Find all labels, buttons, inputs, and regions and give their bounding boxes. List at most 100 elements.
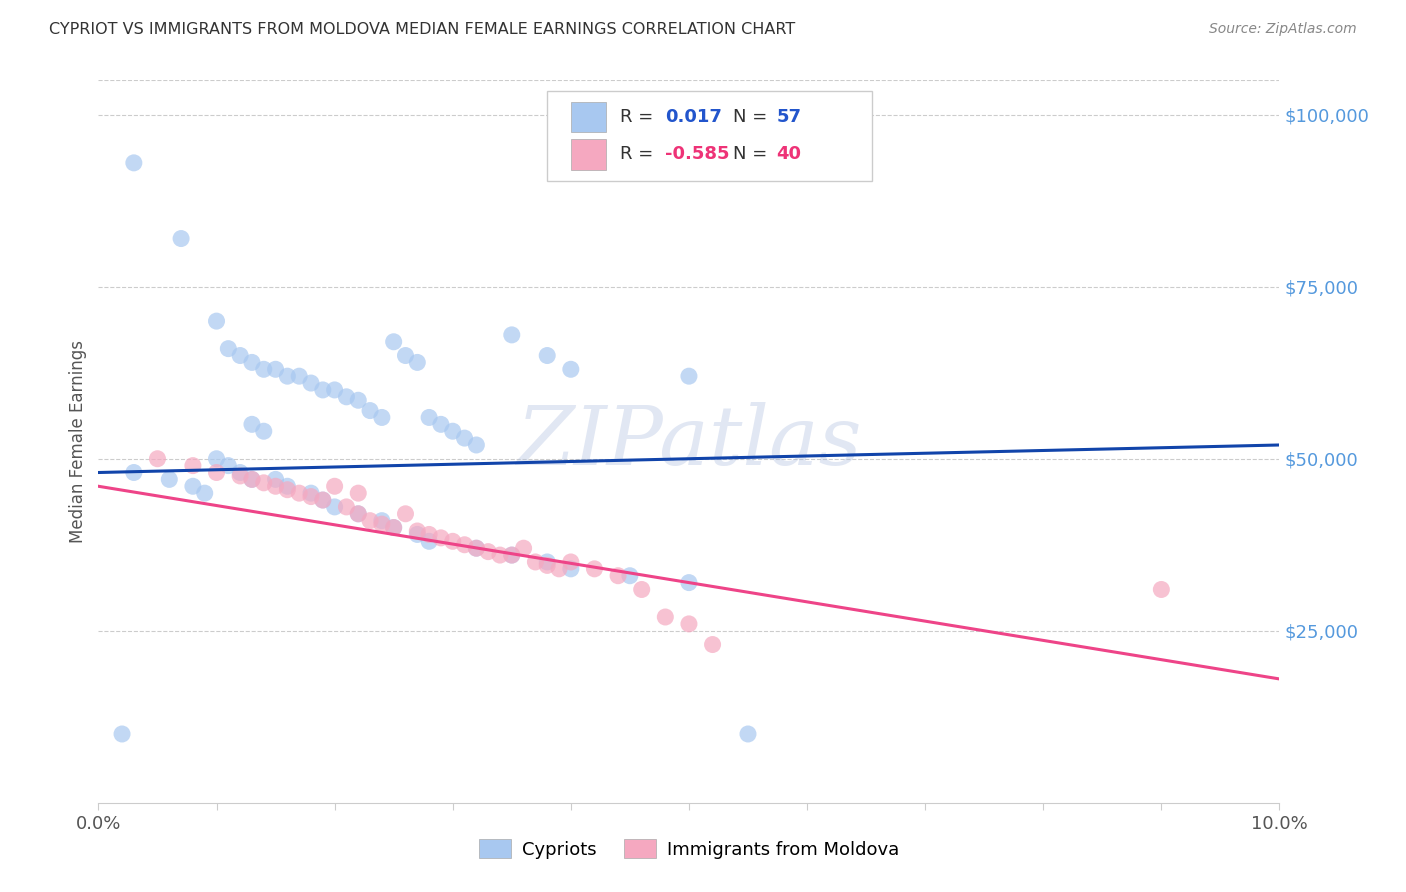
Point [371, 517, 394, 532]
Point [654, 610, 676, 624]
Point [335, 390, 357, 404]
Point [181, 458, 204, 473]
Point [536, 349, 558, 363]
Point [489, 548, 512, 562]
Point [229, 469, 252, 483]
Point [312, 493, 335, 508]
FancyBboxPatch shape [547, 91, 872, 181]
Point [240, 417, 263, 432]
Point [630, 582, 652, 597]
Text: 0.017: 0.017 [665, 108, 723, 126]
Point [264, 479, 287, 493]
Point [536, 555, 558, 569]
Text: 40: 40 [776, 145, 801, 163]
Text: Source: ZipAtlas.com: Source: ZipAtlas.com [1209, 22, 1357, 37]
Point [122, 466, 145, 480]
Point [253, 362, 276, 376]
Point [548, 562, 571, 576]
Point [229, 349, 252, 363]
Text: -0.585: -0.585 [665, 145, 730, 163]
Point [253, 424, 276, 438]
Point [359, 403, 381, 417]
Point [583, 562, 606, 576]
Point [394, 507, 416, 521]
Point [512, 541, 534, 556]
Point [430, 417, 453, 432]
Point [205, 451, 228, 466]
Point [1150, 582, 1173, 597]
Point [288, 486, 311, 500]
Point [323, 479, 346, 493]
Point [276, 479, 298, 493]
Point [240, 355, 263, 369]
Point [194, 486, 217, 500]
Point [170, 231, 193, 245]
Point [205, 314, 228, 328]
Point [205, 466, 228, 480]
FancyBboxPatch shape [571, 102, 606, 132]
Point [240, 472, 263, 486]
Point [146, 451, 169, 466]
Point [418, 534, 440, 549]
Point [288, 369, 311, 384]
Point [264, 472, 287, 486]
Text: 57: 57 [776, 108, 801, 126]
Point [229, 466, 252, 480]
Point [347, 393, 370, 408]
Point [264, 362, 287, 376]
Point [371, 410, 394, 425]
Point [371, 514, 394, 528]
Text: R =: R = [620, 108, 659, 126]
Point [217, 342, 239, 356]
Point [335, 500, 357, 514]
Point [536, 558, 558, 573]
Point [122, 156, 145, 170]
Point [359, 514, 381, 528]
Point [382, 520, 405, 534]
Point [501, 327, 523, 342]
Point [441, 424, 464, 438]
Point [678, 616, 700, 631]
Point [347, 507, 370, 521]
Point [465, 541, 488, 556]
Point [323, 500, 346, 514]
Point [276, 483, 298, 497]
Text: N =: N = [733, 108, 773, 126]
Point [312, 493, 335, 508]
Point [501, 548, 523, 562]
Point [276, 369, 298, 384]
Point [619, 568, 641, 582]
Point [524, 555, 547, 569]
Point [217, 458, 239, 473]
Point [181, 479, 204, 493]
FancyBboxPatch shape [571, 139, 606, 169]
Point [406, 524, 429, 538]
Point [453, 538, 475, 552]
Text: ZIPatlas: ZIPatlas [516, 401, 862, 482]
Point [441, 534, 464, 549]
Point [382, 334, 405, 349]
Point [678, 369, 700, 384]
Point [323, 383, 346, 397]
Point [347, 486, 370, 500]
Point [312, 383, 335, 397]
Point [418, 527, 440, 541]
Point [477, 544, 499, 558]
Point [299, 376, 322, 390]
Text: CYPRIOT VS IMMIGRANTS FROM MOLDOVA MEDIAN FEMALE EARNINGS CORRELATION CHART: CYPRIOT VS IMMIGRANTS FROM MOLDOVA MEDIA… [49, 22, 796, 37]
Point [560, 562, 582, 576]
Legend: Cypriots, Immigrants from Moldova: Cypriots, Immigrants from Moldova [471, 832, 907, 866]
Point [299, 486, 322, 500]
Point [560, 555, 582, 569]
Text: R =: R = [620, 145, 659, 163]
Point [111, 727, 134, 741]
Point [418, 410, 440, 425]
Point [465, 438, 488, 452]
Point [253, 475, 276, 490]
Point [453, 431, 475, 445]
Point [406, 355, 429, 369]
Point [430, 531, 453, 545]
Point [406, 527, 429, 541]
Point [347, 507, 370, 521]
Point [240, 472, 263, 486]
